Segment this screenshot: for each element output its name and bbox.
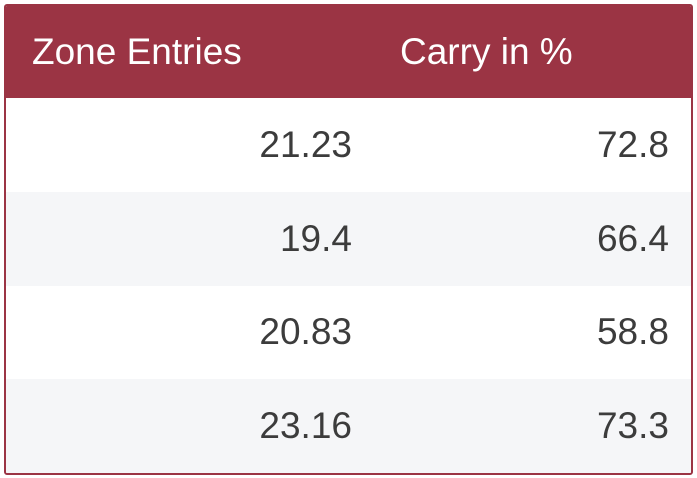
cell-zone-entries: 23.16: [259, 405, 352, 447]
table-row: 21.23 72.8: [6, 98, 691, 192]
cell-zone-entries: 19.4: [279, 217, 352, 259]
column-header-zone-entries: Zone Entries: [32, 31, 242, 72]
table-row: 20.83 58.8: [6, 285, 691, 380]
table-body: 21.23 72.8 19.4 66.4 20.83 58.8 23.16 73…: [6, 98, 691, 473]
header-row: Zone Entries Carry in %: [6, 6, 691, 98]
cell-carry-in-percent: 73.3: [596, 405, 669, 447]
column-header-carry-in-percent: Carry in %: [400, 31, 573, 72]
cell-carry-in-percent: 66.4: [596, 217, 669, 259]
cell-zone-entries: 20.83: [259, 311, 352, 353]
table-row: 19.4 66.4: [6, 191, 691, 286]
cell-zone-entries: 21.23: [259, 123, 352, 165]
table-header: Zone Entries Carry in %: [6, 6, 691, 98]
table-row: 23.16 73.3: [6, 379, 691, 473]
data-table-frame: Zone Entries Carry in % 21.23 72.8 19.4 …: [4, 4, 693, 475]
cell-carry-in-percent: 72.8: [596, 123, 669, 165]
cell-carry-in-percent: 58.8: [596, 311, 669, 353]
data-table: Zone Entries Carry in % 21.23 72.8 19.4 …: [6, 6, 691, 473]
